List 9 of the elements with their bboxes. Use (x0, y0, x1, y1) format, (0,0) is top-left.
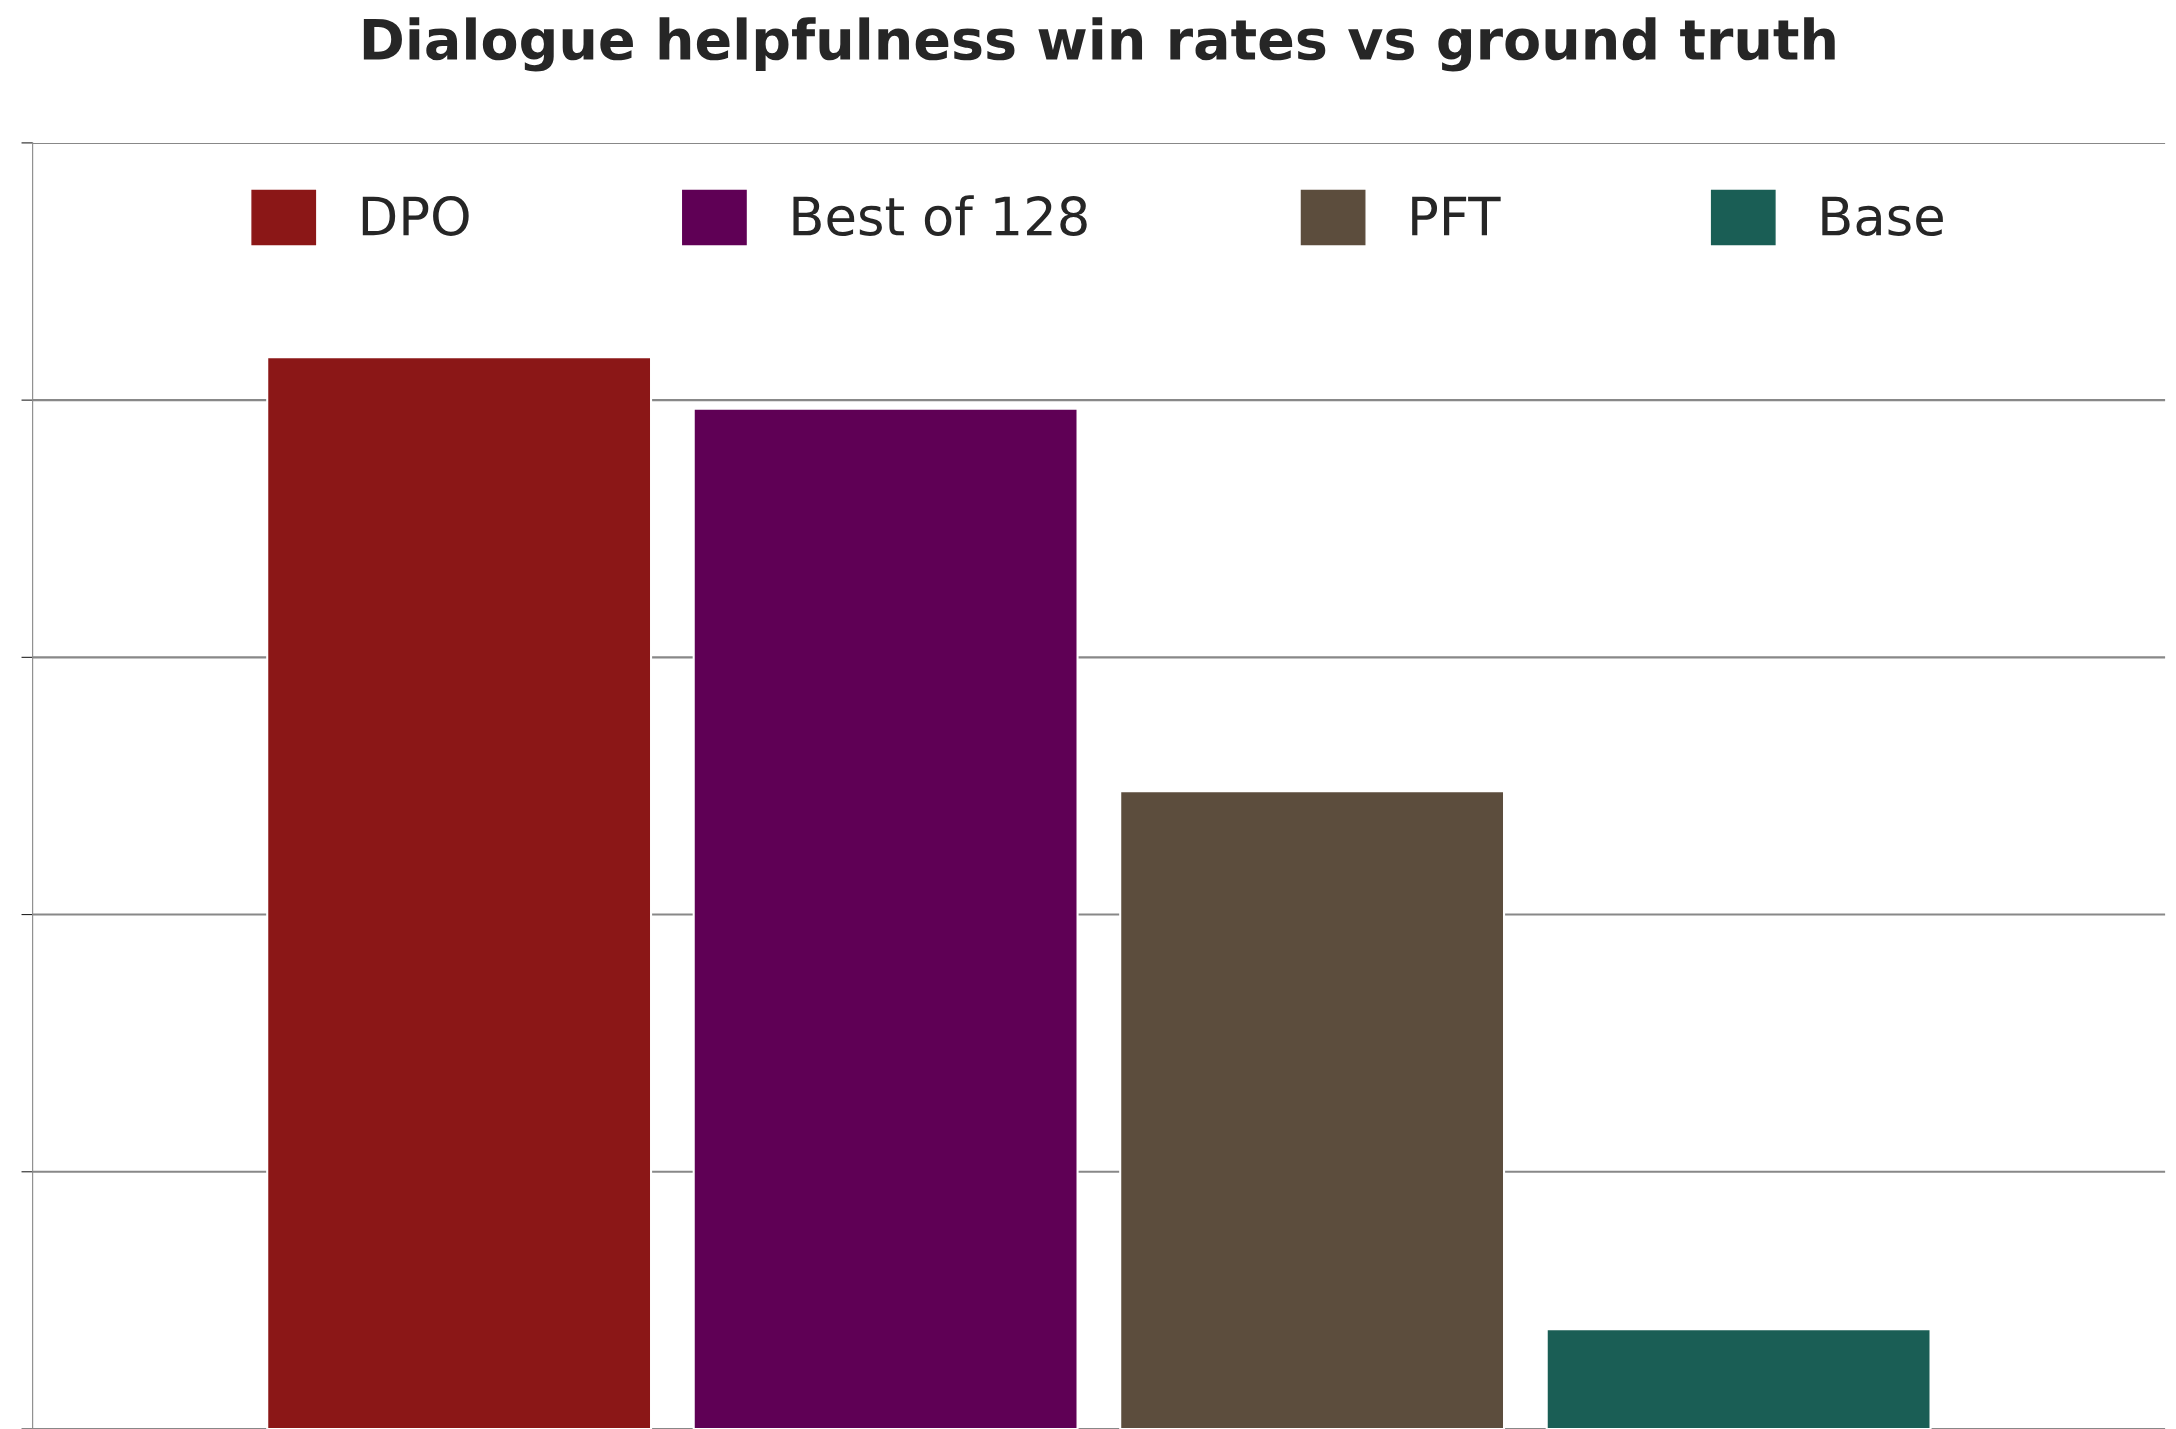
bar (692, 407, 1079, 1429)
bar (266, 356, 653, 1429)
chart-title: Dialogue helpfulness win rates vs ground truth (363, 17, 1835, 72)
bar (1545, 1328, 1932, 1429)
legend-label: PFT (1412, 196, 1501, 236)
legend-label: DPO (362, 196, 469, 237)
legend-label: Best of 128 (793, 195, 1087, 237)
bar (1119, 790, 1506, 1429)
legend-label: Base (1822, 196, 1943, 237)
